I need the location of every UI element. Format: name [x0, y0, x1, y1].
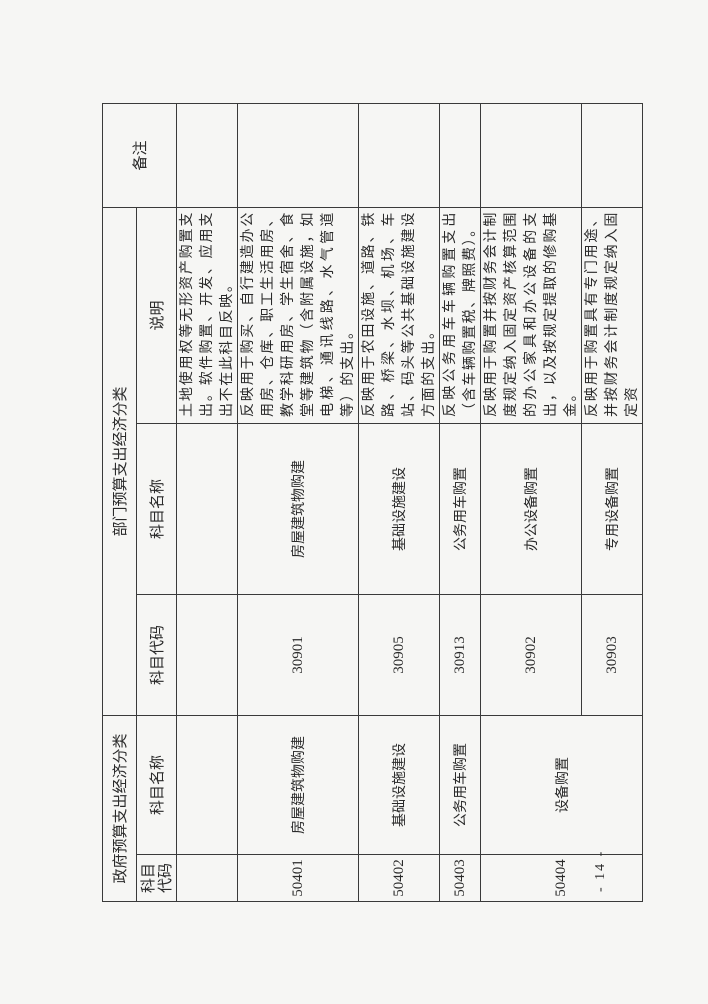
description: 反映用于购置具有专门用途、并按财务会计制度规定纳入固定资 [581, 207, 643, 424]
table-row: 50402 基础设施建设 30905 基础设施建设 反映用于农田设施、道路、铁路… [358, 103, 440, 902]
table-row: 50404 设备购置 30902 办公设备购置 反映用于购置并按财务会计制度规定… [480, 103, 643, 902]
dept-code: 30913 [439, 594, 481, 716]
remarks-cell [480, 103, 582, 208]
gov-code: 50404 [480, 854, 643, 902]
page-number: - 14 - [593, 849, 608, 892]
dept-code: 30902 [480, 594, 582, 716]
description: 反映用于农田设施、道路、铁路、桥梁、水坝、机场、车站、码头等公共基础设施建设方面… [358, 207, 440, 424]
gov-code [176, 854, 238, 902]
remarks-cell [439, 103, 481, 208]
table-row: 50403 公务用车购置 30913 公务用车购置 反映公务用车车辆购置支出（含… [439, 103, 481, 902]
description: 土地使用权等无形资产购置支出。软件购置、开发、应用支出不在此科目反映。 [176, 207, 238, 424]
gov-name: 公务用车购置 [439, 715, 481, 855]
dept-name: 房屋建筑物购建 [237, 423, 359, 595]
dept-code: 30905 [358, 594, 440, 716]
classification-table: 政府预算支出经济分类 部门预算支出经济分类 备注 科目代码 科目名称 科目代码 … [102, 103, 643, 902]
dept-code [176, 594, 238, 716]
table-row: 土地使用权等无形资产购置支出。软件购置、开发、应用支出不在此科目反映。 [176, 103, 238, 902]
gov-name: 房屋建筑物购建 [237, 715, 359, 855]
dept-code: 30903 [581, 594, 643, 716]
description: 反映用于购买、自行建造办公用房、仓库、职工生活用房、教学科研用房、学生宿舍、食堂… [237, 207, 359, 424]
remarks-cell [358, 103, 440, 208]
dept-name-header: 科目名称 [136, 423, 177, 595]
gov-code-header: 科目代码 [136, 854, 177, 902]
desc-header: 说明 [136, 207, 177, 424]
gov-name: 设备购置 [480, 715, 643, 855]
remarks-cell [581, 103, 643, 208]
gov-name-header: 科目名称 [136, 715, 177, 855]
dept-group-header: 部门预算支出经济分类 [102, 207, 137, 716]
description: 反映公务用车车辆购置支出（含车辆购置税、牌照费）。 [439, 207, 481, 424]
dept-code-header: 科目代码 [136, 594, 177, 716]
gov-name: 基础设施建设 [358, 715, 440, 855]
remarks-cell [237, 103, 359, 208]
dept-code: 30901 [237, 594, 359, 716]
remarks-header: 备注 [102, 103, 177, 208]
gov-name [176, 715, 238, 855]
dept-name: 办公设备购置 [480, 423, 582, 595]
gov-group-header: 政府预算支出经济分类 [102, 715, 137, 902]
remarks-cell [176, 103, 238, 208]
dept-name: 公务用车购置 [439, 423, 481, 595]
dept-name: 基础设施建设 [358, 423, 440, 595]
gov-code: 50401 [237, 854, 359, 902]
gov-code: 50403 [439, 854, 481, 902]
table-row: 50401 房屋建筑物购建 30901 房屋建筑物购建 反映用于购买、自行建造办… [237, 103, 359, 902]
description: 反映用于购置并按财务会计制度规定纳入固定资产核算范围的办公家具和办公设备的支出，… [480, 207, 582, 424]
gov-code: 50402 [358, 854, 440, 902]
dept-name [176, 423, 238, 595]
dept-name: 专用设备购置 [581, 423, 643, 595]
